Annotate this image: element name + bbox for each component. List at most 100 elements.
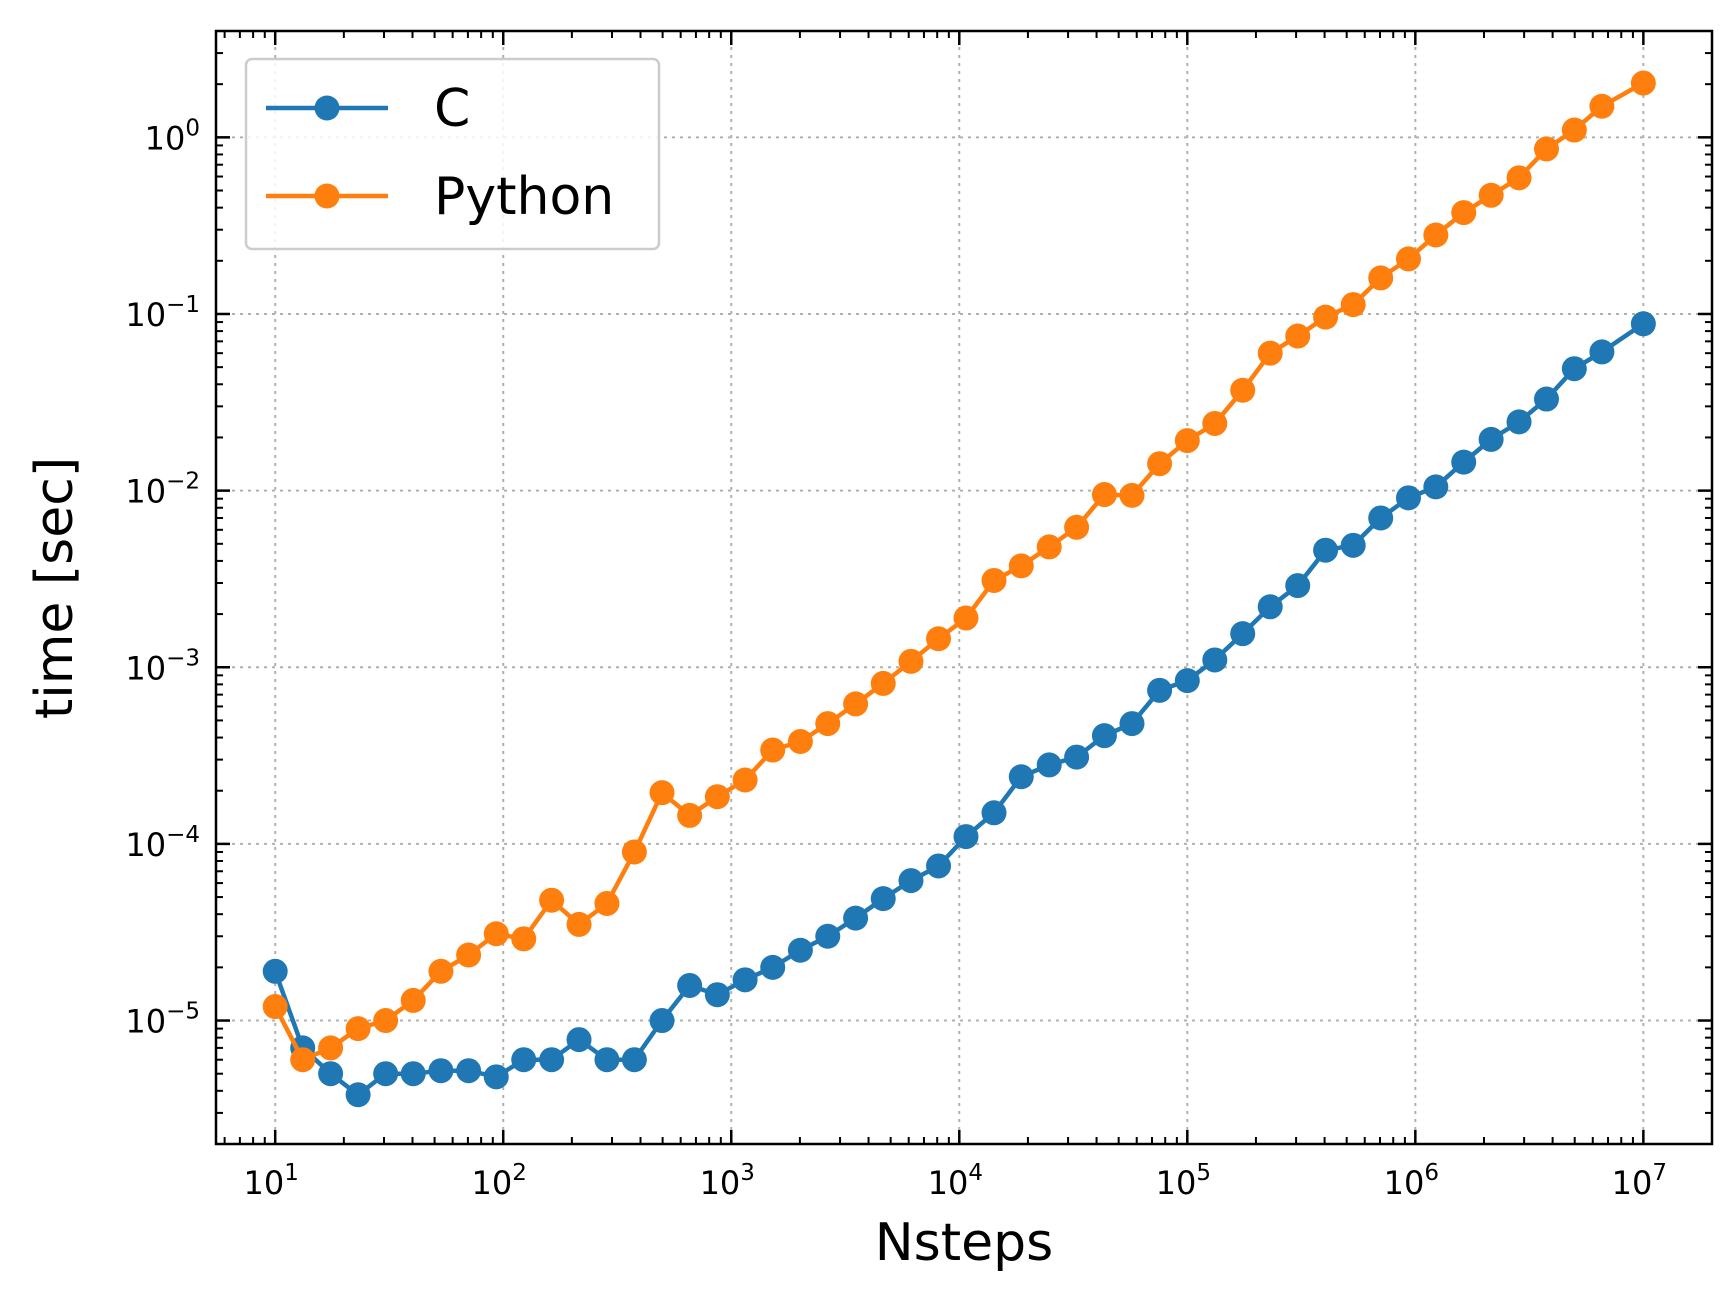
- tick-labels: 101 102 103 104 105 106 107 10−5 10−4 10−3 10−2 10−…: [125, 115, 1667, 1202]
- data-point-c: [981, 800, 1007, 826]
- data-point-python: [1230, 377, 1256, 403]
- data-point-c: [1451, 449, 1477, 475]
- data-point-c: [1368, 505, 1394, 531]
- data-point-c: [566, 1027, 592, 1053]
- data-point-python: [1313, 304, 1339, 330]
- data-point-python: [1478, 182, 1504, 208]
- data-point-python: [1285, 323, 1311, 349]
- data-point-c: [456, 1058, 482, 1084]
- data-point-c: [428, 1058, 454, 1084]
- data-point-python: [760, 737, 786, 763]
- x-tick-label: 102: [472, 1160, 527, 1202]
- data-point-python: [1395, 246, 1421, 272]
- data-point-python: [1064, 514, 1090, 540]
- data-point-python: [1036, 534, 1062, 560]
- data-point-c: [511, 1047, 537, 1073]
- data-point-c: [732, 967, 758, 993]
- data-point-c: [1257, 594, 1283, 620]
- data-point-python: [843, 691, 869, 717]
- data-point-python: [566, 911, 592, 937]
- data-point-c: [1630, 311, 1656, 337]
- data-point-python: [677, 802, 703, 828]
- data-point-python: [539, 887, 565, 913]
- plot-frame: [214, 29, 1714, 1146]
- data-point-c: [621, 1047, 647, 1073]
- data-point-python: [1174, 428, 1200, 454]
- data-point-c: [594, 1047, 620, 1073]
- data-point-c: [539, 1047, 565, 1073]
- data-point-c: [1533, 386, 1559, 412]
- data-point-python: [1340, 292, 1366, 318]
- data-point-python: [483, 921, 509, 947]
- data-point-python: [1202, 410, 1228, 436]
- data-point-c: [1285, 573, 1311, 599]
- data-point-c: [1147, 677, 1173, 703]
- data-point-c: [1174, 668, 1200, 694]
- data-point-python: [1257, 340, 1283, 366]
- y-tick-label: 100: [145, 115, 200, 157]
- data-point-python: [1147, 451, 1173, 477]
- data-point-c: [1008, 764, 1034, 790]
- data-point-c: [926, 853, 952, 879]
- data-point-python: [1091, 482, 1117, 508]
- data-point-python: [732, 767, 758, 793]
- data-point-c: [1478, 426, 1504, 452]
- data-point-python: [953, 605, 979, 631]
- data-point-c: [1230, 621, 1256, 647]
- data-point-c: [1561, 356, 1587, 382]
- legend-label-c: C: [434, 79, 470, 139]
- data-point-python: [1506, 165, 1532, 191]
- data-point-python: [1368, 265, 1394, 291]
- data-point-c: [815, 923, 841, 949]
- data-point-c: [262, 958, 288, 984]
- data-point-c: [373, 1061, 399, 1087]
- x-tick-label: 104: [928, 1160, 983, 1202]
- data-point-c: [345, 1082, 371, 1108]
- data-point-c: [898, 868, 924, 894]
- y-tick-label: 10−2: [125, 469, 200, 511]
- data-point-c: [677, 972, 703, 998]
- data-point-python: [1533, 136, 1559, 162]
- data-point-c: [1064, 744, 1090, 770]
- data-point-python: [400, 987, 426, 1013]
- legend-marker-c: [314, 95, 340, 121]
- y-tick-label: 10−5: [125, 999, 200, 1041]
- data-point-c: [704, 982, 730, 1008]
- data-point-c: [787, 937, 813, 963]
- data-point-python: [1630, 70, 1656, 96]
- data-point-python: [1008, 553, 1034, 579]
- data-point-python: [290, 1047, 316, 1073]
- data-point-python: [1451, 200, 1477, 226]
- data-point-python: [511, 926, 537, 952]
- x-tick-label: 101: [244, 1160, 299, 1202]
- y-tick-label: 10−3: [125, 645, 200, 687]
- data-point-c: [1119, 711, 1145, 737]
- data-point-python: [345, 1016, 371, 1042]
- legend-marker-python: [314, 183, 340, 209]
- data-point-c: [760, 954, 786, 980]
- data-point-c: [953, 824, 979, 850]
- data-point-python: [649, 780, 675, 806]
- data-point-python: [594, 890, 620, 916]
- x-tick-label: 105: [1156, 1160, 1211, 1202]
- x-tick-label: 103: [700, 1160, 755, 1202]
- data-point-python: [870, 670, 896, 696]
- data-point-c: [318, 1061, 344, 1087]
- data-point-c: [1423, 474, 1449, 500]
- data-point-python: [926, 626, 952, 652]
- x-axis-label: Nsteps: [875, 1213, 1053, 1273]
- data-point-c: [843, 905, 869, 931]
- data-point-python: [981, 567, 1007, 593]
- data-point-python: [1119, 482, 1145, 508]
- x-tick-label: 106: [1384, 1160, 1439, 1202]
- legend: C Python: [244, 57, 661, 251]
- data-point-c: [649, 1008, 675, 1034]
- data-point-c: [1589, 339, 1615, 365]
- data-point-c: [1036, 752, 1062, 778]
- data-point-c: [483, 1064, 509, 1090]
- data-point-python: [428, 958, 454, 984]
- x-tick-label: 107: [1612, 1160, 1667, 1202]
- data-point-python: [1561, 117, 1587, 143]
- data-point-c: [400, 1061, 426, 1087]
